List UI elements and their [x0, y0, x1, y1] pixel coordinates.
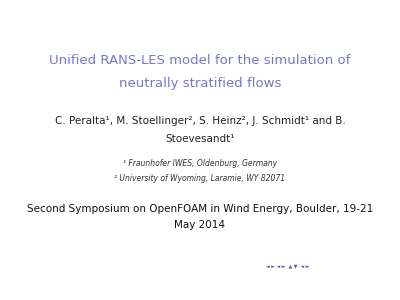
Text: ² University of Wyoming, Laramie, WY 82071: ² University of Wyoming, Laramie, WY 820… [114, 174, 286, 183]
Text: Stoevesandt¹: Stoevesandt¹ [165, 134, 235, 145]
Text: Unified RANS-LES model for the simulation of: Unified RANS-LES model for the simulatio… [49, 53, 351, 67]
Text: ¹ Fraunhofer IWES, Oldenburg, Germany: ¹ Fraunhofer IWES, Oldenburg, Germany [123, 159, 277, 168]
Text: C. Peralta¹, M. Stoellinger², S. Heinz², J. Schmidt¹ and B.: C. Peralta¹, M. Stoellinger², S. Heinz²,… [55, 116, 345, 127]
Text: ◄ ► ◄ ►  ▲ ▼  ◄ ►: ◄ ► ◄ ► ▲ ▼ ◄ ► [266, 263, 310, 268]
Text: C. Peralta¹, M. Stoellinger², S. Heinz², J. Schmidt Unified RANS-LES model for t: C. Peralta¹, M. Stoellinger², S. Heinz²,… [4, 285, 234, 290]
Text: 1 / 27: 1 / 27 [367, 285, 385, 290]
Text: May 2014: May 2014 [174, 220, 226, 230]
Text: Second Symposium on OpenFOAM in Wind Energy, Boulder, 19-21: Second Symposium on OpenFOAM in Wind Ene… [27, 203, 373, 214]
Text: neutrally stratified flows: neutrally stratified flows [119, 77, 281, 91]
Text: SOME 2014: SOME 2014 [272, 285, 312, 290]
